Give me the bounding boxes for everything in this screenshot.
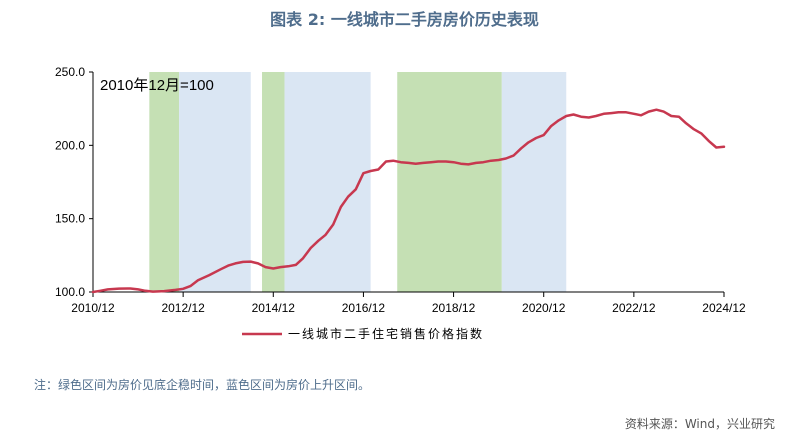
y-tick-label: 200.0 [55, 138, 85, 152]
legend-label: 一线城市二手住宅销售价格指数 [288, 326, 484, 341]
x-tick-label: 2024/12 [702, 301, 746, 315]
x-tick-label: 2014/12 [252, 301, 296, 315]
x-tick-label: 2012/12 [161, 301, 205, 315]
x-tick-label: 2010/12 [71, 301, 115, 315]
green-band [149, 72, 180, 292]
y-tick-label: 100.0 [55, 285, 85, 299]
x-tick-label: 2022/12 [612, 301, 656, 315]
axes: 100.0 150.0 200.0 250.0 2010/12 2012/12 2014/1… [55, 65, 746, 315]
blue-band [501, 72, 567, 292]
x-tick-label: 2016/12 [342, 301, 386, 315]
source-text: 资料来源：Wind，兴业研究 [624, 417, 775, 431]
y-tick-label: 150.0 [55, 212, 85, 226]
x-tick-label: 2020/12 [522, 301, 566, 315]
chart-annotation: 2010年12月=100 [100, 77, 214, 94]
footnote: 注：绿色区间为房价见底企稳时间，蓝色区间为房价上升区间。 [34, 378, 371, 392]
blue-band [179, 72, 251, 292]
shaded-bands [149, 72, 567, 292]
green-band [262, 72, 285, 292]
series-line [91, 108, 726, 294]
x-tick-label: 2018/12 [432, 301, 476, 315]
chart-title: 图表 2: 一线城市二手房房价历史表现 [270, 10, 539, 29]
blue-band [284, 72, 371, 292]
y-tick-label: 250.0 [55, 65, 85, 79]
green-band [397, 72, 502, 292]
